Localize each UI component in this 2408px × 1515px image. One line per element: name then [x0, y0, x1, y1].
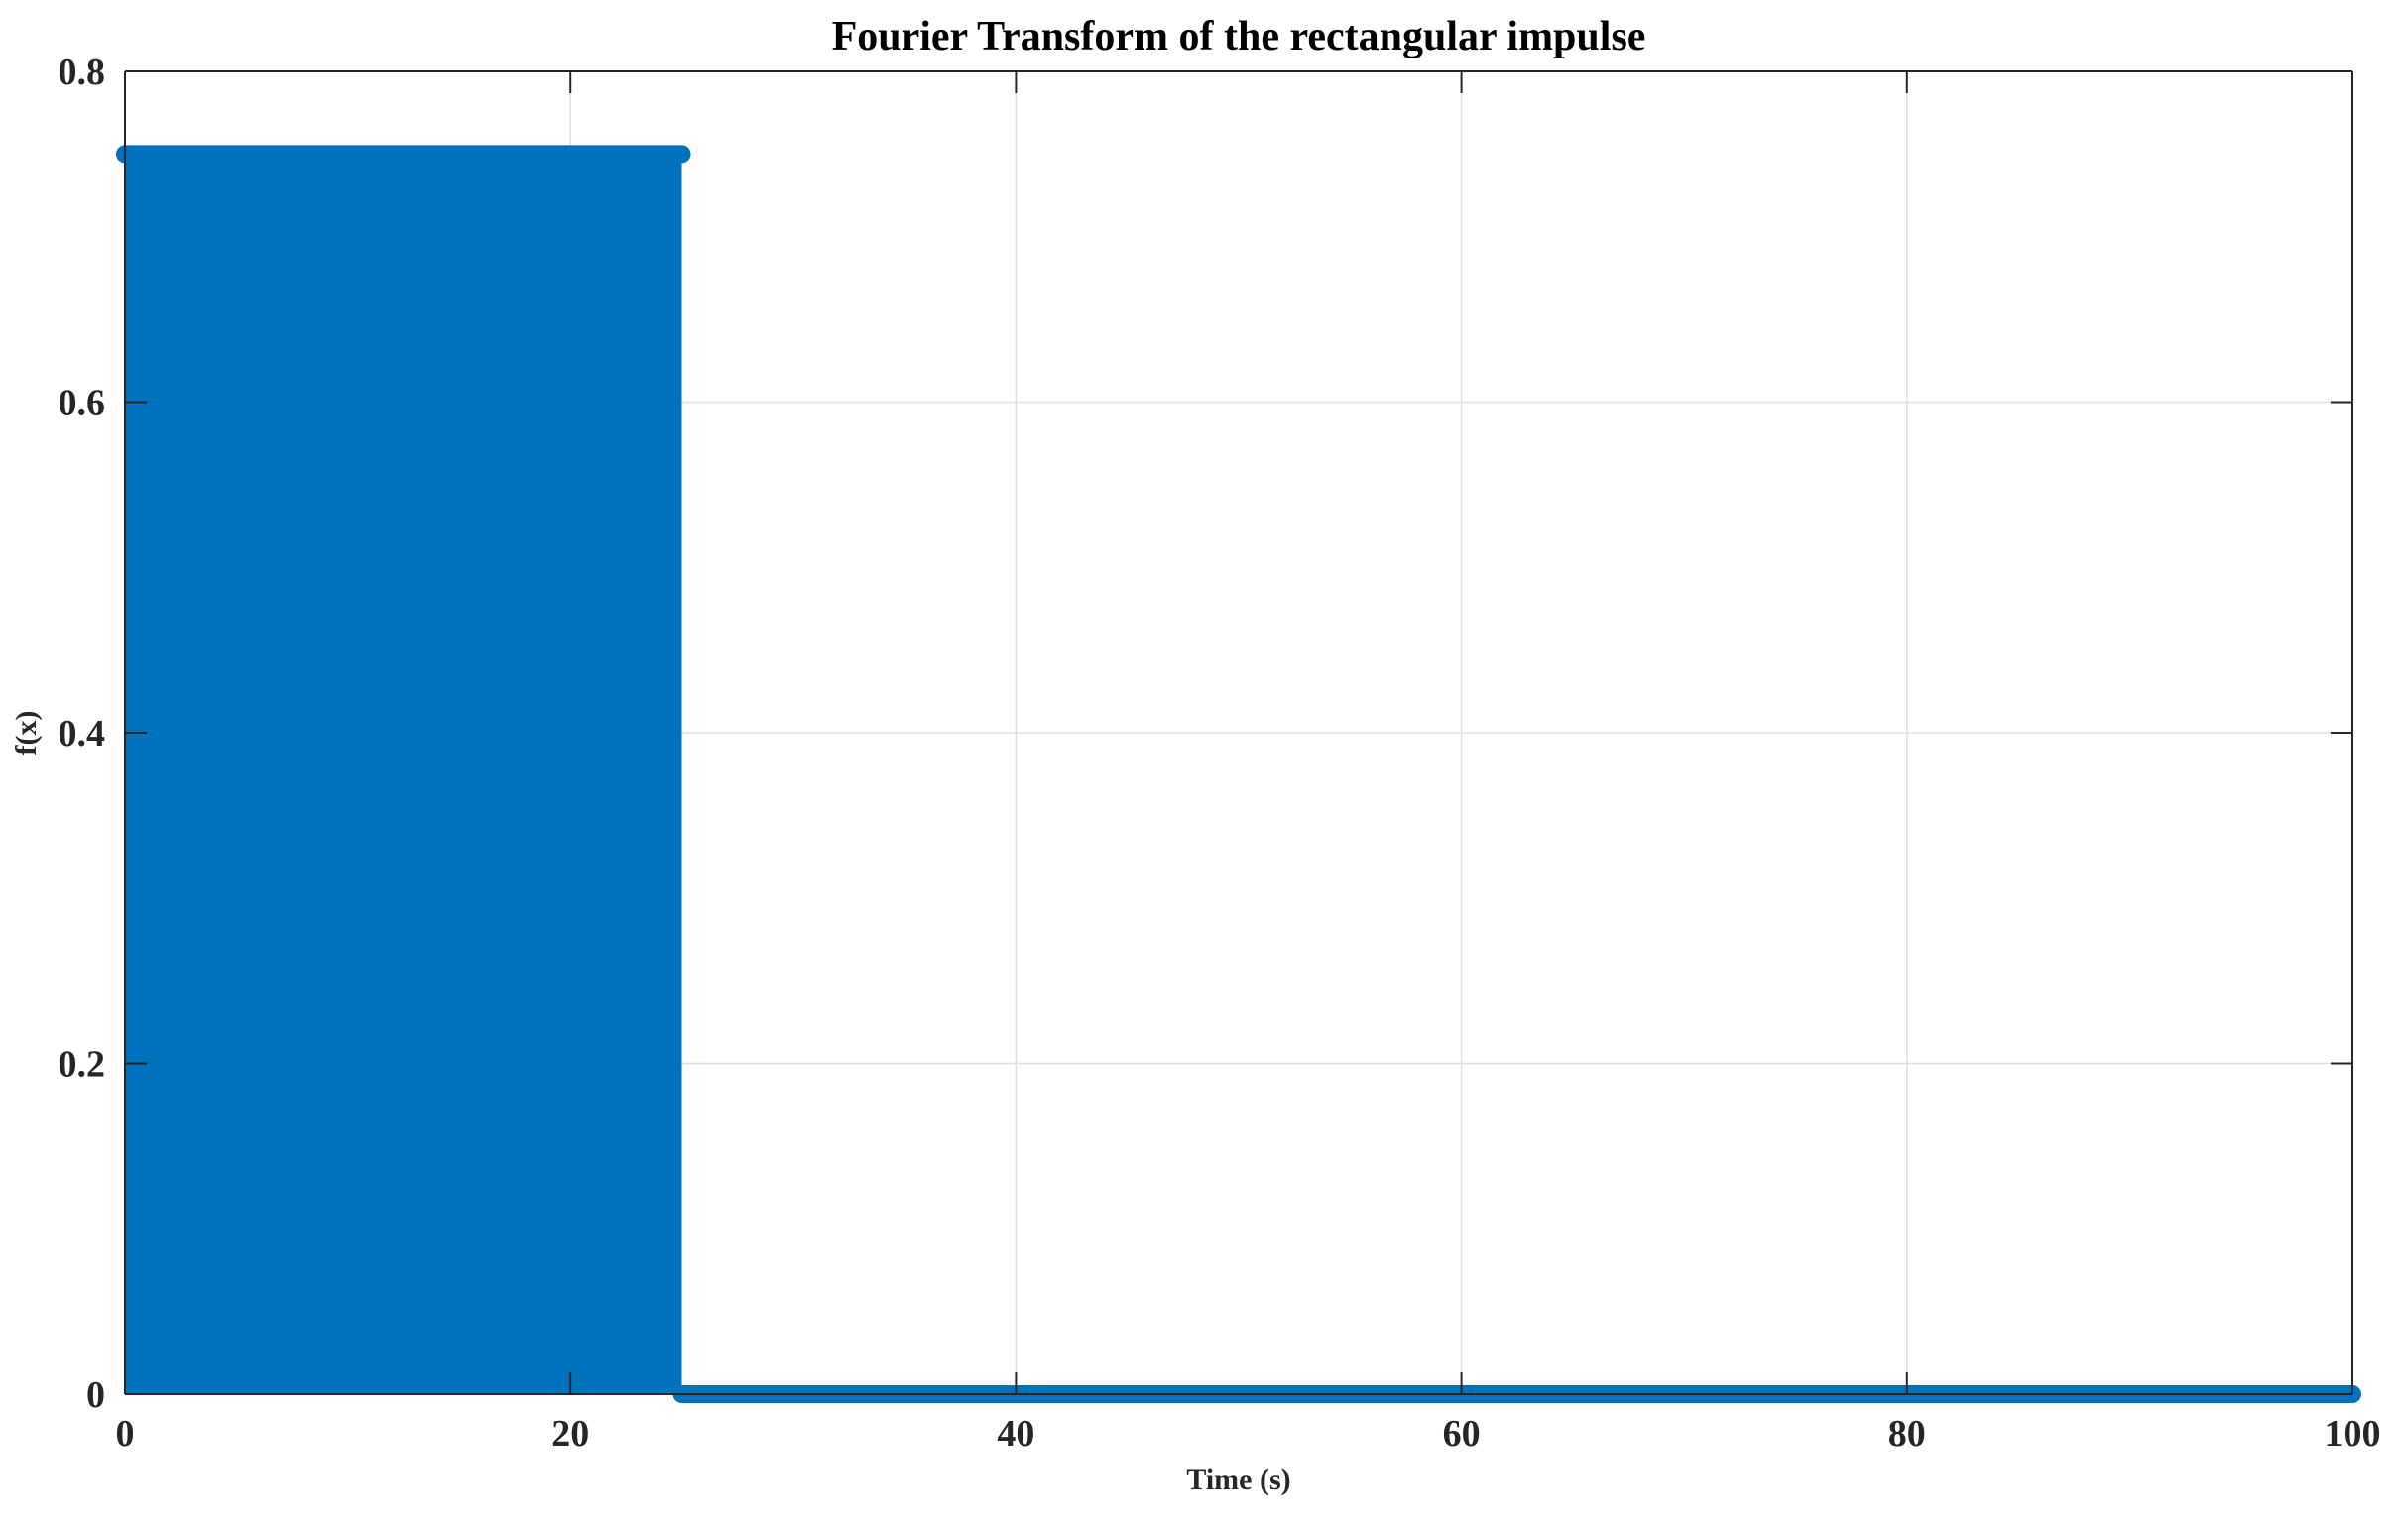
x-tick-label: 0: [116, 1413, 135, 1455]
data-point: [671, 146, 688, 163]
x-tick-label: 40: [997, 1413, 1034, 1455]
x-axis-label: Time (s): [1186, 1463, 1290, 1496]
y-axis-label: f(x): [10, 711, 43, 756]
y-tick-label: 0.2: [59, 1044, 106, 1086]
x-tick-label: 80: [1888, 1413, 1926, 1455]
pulse-fill: [125, 154, 682, 1394]
x-tick-label: 60: [1443, 1413, 1481, 1455]
tick-labels: 0 20 40 60 80 100 0 0.2 0.4 0.6 0.8: [59, 52, 2381, 1455]
x-tick-label: 20: [551, 1413, 589, 1455]
chart-title: Fourier Transform of the rectangular imp…: [832, 14, 1646, 59]
y-tick-label: 0.8: [59, 52, 106, 93]
x-tick-label: 100: [2325, 1413, 2381, 1455]
y-tick-label: 0.6: [59, 383, 106, 424]
axes: [124, 70, 2353, 1395]
data-series: [116, 145, 2361, 1403]
y-tick-label: 0.4: [59, 713, 106, 755]
y-tick-label: 0: [86, 1374, 105, 1416]
